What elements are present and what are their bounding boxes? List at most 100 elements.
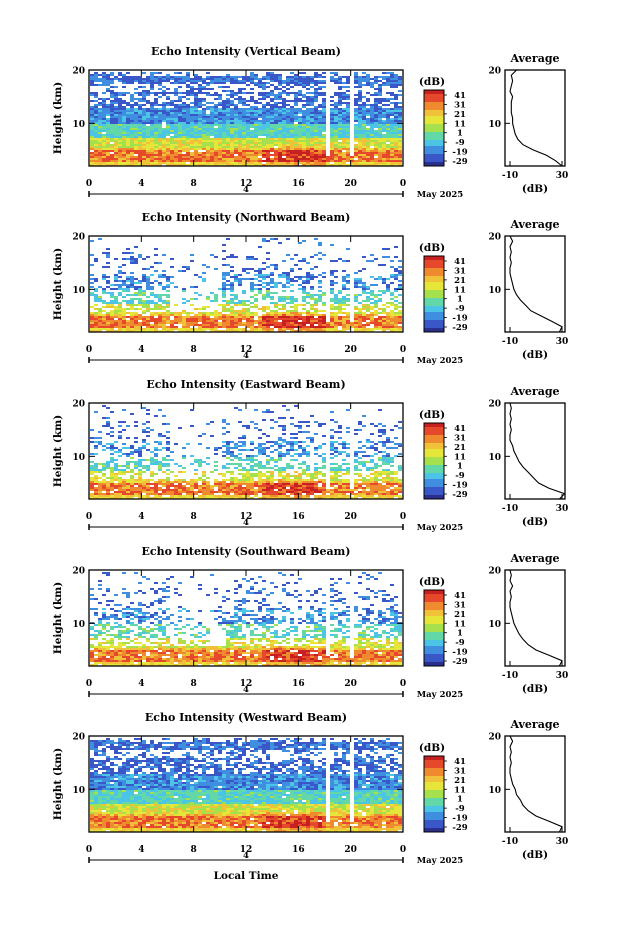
colorbar (424, 756, 444, 833)
x-tick-label: 0 (86, 179, 92, 189)
panel-1: Echo Intensity (Vertical Beam)2010Height… (52, 45, 568, 200)
x-tick-label: 20 (344, 345, 357, 355)
x-tick-label: 4 (138, 345, 144, 355)
x-tick-label: 0 (86, 345, 92, 355)
x-tick-label: 0 (400, 179, 406, 189)
x-tick-label: 8 (191, 345, 197, 355)
day-marker-label: 4 (243, 518, 249, 528)
date-label: May 2025 (417, 190, 464, 200)
colorbar-tick-label: 1 (457, 129, 463, 139)
y-tick-label: 10 (72, 786, 85, 796)
colorbar-tick-label: 21 (454, 443, 466, 453)
panel-title: Echo Intensity (Vertical Beam) (151, 45, 341, 58)
average-frame (504, 69, 566, 167)
colorbar (424, 423, 444, 500)
x-tick-label: 16 (292, 179, 305, 189)
y-axis-label: Height (km) (52, 248, 64, 320)
heatmap-cells (90, 738, 402, 832)
panel-title: Echo Intensity (Westward Beam) (145, 711, 347, 724)
panel-3: Echo Intensity (Eastward Beam)2010Height… (52, 378, 568, 533)
average-y-tick-label: 20 (488, 67, 501, 77)
colorbar-tick-label: 31 (454, 266, 466, 276)
y-axis-label: Height (km) (52, 82, 64, 154)
average-title: Average (509, 552, 559, 565)
x-tick-label: 8 (191, 845, 197, 855)
heatmap-cells (90, 238, 402, 332)
colorbar-frame (423, 89, 445, 167)
average-panel: Average -10 30 20 10 (dB) (488, 718, 568, 861)
colorbar-frame (423, 255, 445, 333)
average-frame (504, 402, 566, 500)
x-tick-label: 8 (191, 179, 197, 189)
colorbar-tick-label: -29 (452, 657, 467, 667)
panel-5: Echo Intensity (Westward Beam) 20 10 Height… (52, 711, 568, 866)
day-marker-label: 4 (243, 351, 249, 361)
x-axis-label: Local Time (214, 870, 279, 882)
x-tick-label: 16 (292, 345, 305, 355)
x-tick-label: 4 (138, 179, 144, 189)
x-tick-label: 20 (344, 679, 357, 689)
average-y-tick-label: 20 (488, 733, 501, 743)
x-tick-label: 4 (138, 679, 144, 689)
average-x-tick-label: -10 (502, 837, 518, 847)
panel-4: Echo Intensity (Southward Beam)2010Heigh… (52, 545, 568, 700)
colorbar-tick-label: -19 (452, 814, 467, 824)
date-label: May 2025 (417, 856, 464, 866)
average-y-tick-label: 10 (488, 120, 501, 130)
y-tick-label: 10 (72, 620, 85, 630)
x-tick-label: 12 (240, 512, 253, 522)
colorbar-tick-label: -9 (455, 304, 465, 314)
heatmap-cells (90, 572, 402, 666)
colorbar-tick-label: 1 (457, 629, 463, 639)
average-x-label: (dB) (522, 849, 548, 861)
average-x-label: (dB) (522, 683, 548, 695)
colorbar-unit: (dB) (419, 576, 445, 588)
colorbar-tick-label: 11 (454, 452, 466, 462)
average-y-tick-label: 10 (488, 620, 501, 630)
heatmap-cells (90, 72, 402, 166)
average-panel: Average -10 30 20 10 (dB) (488, 218, 568, 361)
y-axis-label: Height (km) (52, 748, 64, 820)
colorbar-tick-label: -9 (455, 638, 465, 648)
y-tick-label: 20 (72, 400, 85, 410)
panel-title: Echo Intensity (Southward Beam) (142, 545, 351, 558)
x-tick-label: 8 (191, 679, 197, 689)
x-tick-label: 0 (400, 679, 406, 689)
colorbar-tick-label: -9 (455, 471, 465, 481)
colorbar-unit: (dB) (419, 409, 445, 421)
average-profile-line (509, 235, 563, 333)
average-y-tick-label: 20 (488, 567, 501, 577)
average-x-tick-label: 30 (556, 504, 569, 514)
y-tick-label: 10 (72, 120, 85, 130)
average-y-tick-label: 20 (488, 233, 501, 243)
average-y-tick-label: 10 (488, 286, 501, 296)
average-title: Average (509, 52, 559, 65)
average-y-tick-label: 10 (488, 453, 501, 463)
average-x-tick-label: -10 (502, 337, 518, 347)
colorbar-tick-label: -19 (452, 314, 467, 324)
x-tick-label: 12 (240, 345, 253, 355)
average-x-tick-label: -10 (502, 171, 518, 181)
x-tick-label: 0 (86, 512, 92, 522)
colorbar-tick-label: 41 (454, 91, 466, 101)
day-marker-label: 4 (243, 851, 249, 861)
colorbar-tick-label: 41 (454, 757, 466, 767)
x-tick-label: 12 (240, 845, 253, 855)
panel-2: Echo Intensity (Northward Beam)2010Heigh… (52, 211, 568, 366)
average-panel: Average -10 30 20 10 (dB) (488, 52, 568, 195)
colorbar-tick-label: 1 (457, 295, 463, 305)
colorbar-tick-label: 11 (454, 285, 466, 295)
x-tick-label: 20 (344, 845, 357, 855)
x-tick-label: 0 (86, 679, 92, 689)
average-profile-line (509, 735, 563, 833)
average-title: Average (509, 718, 559, 731)
average-x-tick-label: 30 (556, 337, 569, 347)
colorbar-tick-label: 41 (454, 424, 466, 434)
day-marker-label: 4 (243, 685, 249, 695)
average-x-label: (dB) (522, 349, 548, 361)
colorbar-tick-label: -19 (452, 648, 467, 658)
colorbar-tick-label: -29 (452, 323, 467, 333)
y-tick-label: 20 (72, 67, 85, 77)
y-axis-label: Height (km) (52, 415, 64, 487)
